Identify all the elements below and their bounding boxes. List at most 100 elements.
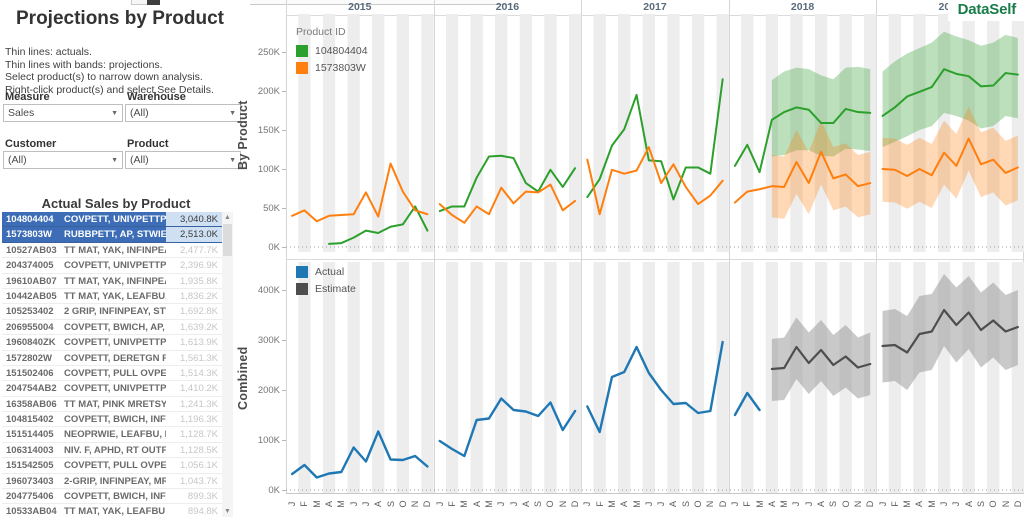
table-row[interactable]: 1572802W COVPETT, DERETGN F, T.. 1,561.3K [2,350,222,366]
panel-divider [729,0,730,493]
month-stripe [322,14,336,252]
product-value-cell: 1,241.3K [179,398,218,410]
table-row[interactable]: 10527AB03 TT MAT, YAK, INFINPEA.. 2,477.7K [2,242,222,259]
table-row[interactable]: 19610AB07 TT MAT, YAK, INFINPEA.. 1,935.8K [2,273,222,289]
table-row[interactable]: 104815402 COVPETT, BWICH, INFIN.. 1,196.3K [2,412,222,428]
product-desc-cell: COVPETT, UNIVPETTPET.. [64,214,166,225]
band-104804404[interactable] [771,31,1018,157]
year-header-2017[interactable]: 2017 [643,1,667,13]
month-stripe [519,262,532,493]
product-desc-cell: COVPETT, DERETGN F, T.. [64,352,166,364]
product-desc-cell: NIV. F, APHD, RT OUTFP.. [64,444,166,456]
table-row[interactable]: 16358AB06 TT MAT, PINK MRETSY .. 1,241.3K [2,396,222,413]
table-row[interactable]: 204754AB2 COVPETT, UNIVPETTPE.. 1,410.2K [2,381,222,397]
table-row[interactable]: 151502406 COVPETT, PULL OVPETT.. 1,514.3K [2,365,222,382]
product-value-cell: 1,056.1K [179,460,218,472]
series-Actual[interactable] [290,340,761,479]
table-row[interactable]: 151514405 NEOPRWIE, LEAFBU, PIN.. 1,128.7K [2,427,222,443]
month-stripe [864,14,877,252]
product-value-cell: 1,128.5K [179,444,218,456]
chevron-down-icon: ▼ [111,109,118,117]
table-row[interactable]: 204374005 COVPETT, UNIVPETTPET.. 2,396.9K [2,258,222,274]
band-Estimate[interactable] [771,274,1018,401]
product-id-cell: 196073403 [6,475,54,487]
band-1573803W[interactable] [771,106,1018,219]
product-dropdown[interactable]: (All) ▼ [125,151,241,169]
legend-item-Actual[interactable]: Actual [296,263,356,280]
series-line [291,162,429,223]
month-stripe [445,262,459,493]
product-id-cell: 204775406 [6,491,54,503]
month-stripe [470,262,483,493]
measure-label: Measure [5,91,50,103]
projection-band [771,120,871,219]
series-line [438,154,577,213]
product-id-cell: 16358AB06 [6,398,57,410]
month-stripe [667,262,680,493]
table-row[interactable]: 204775406 COVPETT, BWICH, INFIN.. 899.3K [2,489,222,505]
table-row[interactable]: 10442AB05 TT MAT, YAK, LEAFBU, .. 1,836.2K [2,288,222,305]
product-desc-cell: 2 GRIP, INFINPEAY, STWI.. [64,306,166,318]
series-1573803W[interactable] [291,137,1019,224]
product-value-cell: 899.3K [187,491,218,503]
series-Estimate[interactable] [770,308,1019,371]
month-stripe [814,14,828,252]
month-stripe [987,262,1000,493]
combined-chart[interactable] [286,262,1024,493]
year-header-2018[interactable]: 2018 [790,1,815,13]
month-stripe [298,14,311,252]
y-tick-mark [282,208,286,209]
month-stripe [864,262,877,493]
legend-title: Product ID [296,26,346,38]
table-row[interactable]: 106314003 NIV. F, APHD, RT OUTFP.. 1,128.5… [2,442,222,459]
table-scrollbar[interactable]: ▲ ▼ [222,212,233,517]
month-stripe [519,14,532,252]
y-tick-mark [282,52,286,53]
panel-divider [876,0,877,493]
table-row[interactable]: 10533AB04 TT MAT, YAK, LEAFBU P.. 894.8K [2,504,222,517]
table-row[interactable]: 196073403 2-GRIP, INFINPEAY, MRE.. 1,043.7… [2,473,222,490]
x-axis-line [286,493,1024,494]
warehouse-dropdown[interactable]: (All) ▼ [125,104,241,122]
dataself-logo: DataSelf [947,0,1024,21]
scroll-up-icon[interactable]: ▲ [222,212,233,223]
projection-band [882,31,1018,148]
product-value-cell: 1,836.2K [179,290,218,302]
month-stripe [298,262,311,493]
product-id-cell: 19610AB07 [6,275,57,287]
by-product-chart[interactable] [286,14,1024,252]
scrollbar-thumb[interactable] [223,224,232,256]
table-row[interactable]: 151542505 COVPETT, PULL OVPETT.. 1,056.1K [2,458,222,474]
product-id-cell: 105253402 [6,306,54,318]
product-value: (All) [130,154,149,166]
legend-item-1573803W[interactable]: 1573803W [296,59,368,76]
customer-value: (All) [8,154,27,166]
month-stripe [618,14,631,252]
series-line [733,391,761,417]
table-row[interactable]: 104804404 COVPETT, UNIVPETTPET..3,040.8K [2,212,222,228]
month-stripe [888,14,901,252]
month-stripe [421,262,434,493]
legend-item-Estimate[interactable]: Estimate [296,280,356,297]
legend-label: Actual [315,265,345,278]
table-row[interactable]: 1573803W RUBBPETT, AP, STWIE, ..2,513.0K [2,227,222,243]
legend-item-104804404[interactable]: 104804404 [296,42,368,59]
warehouse-value: (All) [130,107,149,119]
legend-swatch [296,265,308,278]
table-row[interactable]: 206955004 COVPETT, BWICH, AP, S.. 1,639.2K [2,319,222,336]
month-stripe [372,262,385,493]
year-header-2015[interactable]: 2015 [348,1,372,13]
customer-dropdown[interactable]: (All) ▼ [3,151,123,169]
series-line [586,78,724,201]
product-desc-cell: COVPETT, BWICH, INFIN.. [64,414,166,426]
month-label: D [1012,500,1023,508]
table-row[interactable]: 105253402 2 GRIP, INFINPEAY, STWI.. 1,692.… [2,304,222,320]
series-104804404[interactable] [328,68,1019,245]
month-stripe [1011,262,1024,493]
measure-dropdown[interactable]: Sales ▼ [3,104,123,122]
series-line [881,137,1019,178]
year-header-2016[interactable]: 2016 [495,1,520,13]
table-row[interactable]: 1960840ZK COVPETT, UNIVPETTPET.. 1,613.9K [2,335,222,351]
y-tick-mark [282,440,286,441]
scroll-down-icon[interactable]: ▼ [222,506,233,517]
